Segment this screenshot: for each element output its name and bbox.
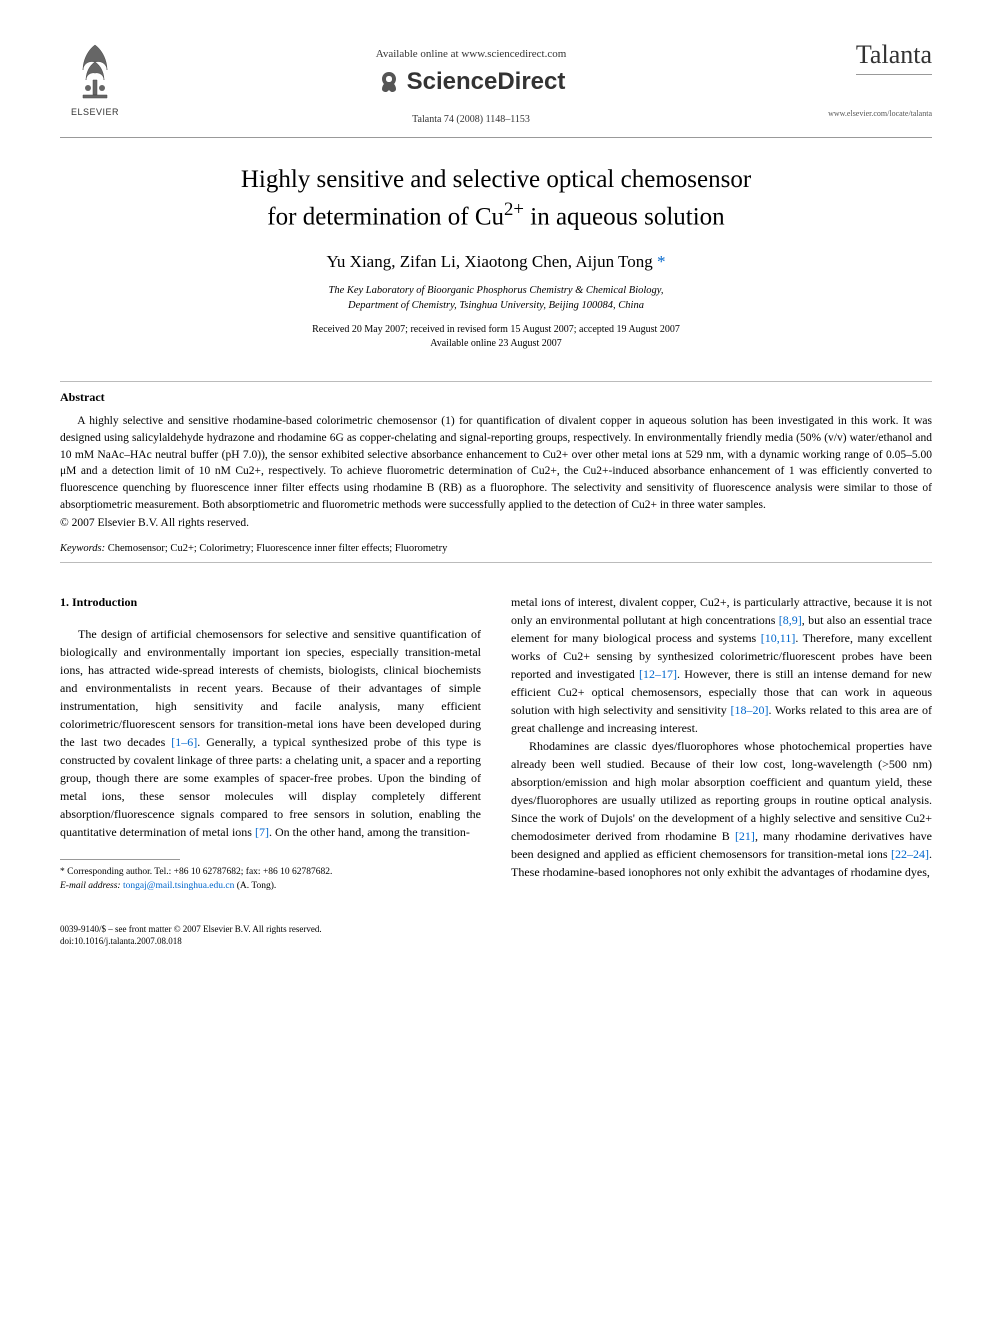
elsevier-tree-icon [68,40,123,105]
affiliation-line2: Department of Chemistry, Tsinghua Univer… [348,300,644,311]
footer-front-matter: 0039-9140/$ – see front matter © 2007 El… [60,923,932,936]
title-line2-pre: for determination of Cu [267,203,504,230]
header-row: ELSEVIER Available online at www.science… [60,40,932,125]
header-divider [60,137,932,138]
affiliation: The Key Laboratory of Bioorganic Phospho… [60,284,932,313]
journal-url: www.elsevier.com/locate/talanta [812,109,932,118]
email-address[interactable]: tongaj@mail.tsinghua.edu.cn [123,881,234,891]
available-online-text: Available online at www.sciencedirect.co… [130,48,812,60]
title-superscript: 2+ [504,199,524,220]
keywords-line: Keywords: Chemosensor; Cu2+; Colorimetry… [60,543,932,554]
ref-link-22-24[interactable]: [22–24] [891,847,929,861]
keywords-text: Chemosensor; Cu2+; Colorimetry; Fluoresc… [105,543,447,554]
ref-link-12-17[interactable]: [12–17] [639,667,677,681]
affiliation-line1: The Key Laboratory of Bioorganic Phospho… [328,285,663,296]
citation-line: Talanta 74 (2008) 1148–1153 [130,114,812,125]
ref-link-7[interactable]: [7] [255,825,269,839]
journal-name: Talanta [856,40,932,75]
left-column: 1. Introduction The design of artificial… [60,593,481,893]
dates-line1: Received 20 May 2007; received in revise… [312,324,680,335]
para-text: Rhodamines are classic dyes/fluorophores… [511,739,932,843]
footer-doi: doi:10.1016/j.talanta.2007.08.018 [60,935,932,948]
corresponding-mark: * [657,252,666,271]
center-header: Available online at www.sciencedirect.co… [130,40,812,125]
intro-para-1-right: metal ions of interest, divalent copper,… [511,593,932,737]
corresponding-author-note: * Corresponding author. Tel.: +86 10 627… [60,866,481,879]
para-text: The design of artificial chemosensors fo… [60,627,481,749]
journal-logo-block: Talanta www.elsevier.com/locate/talanta [812,40,932,118]
body-columns: 1. Introduction The design of artificial… [60,593,932,893]
ref-link-10-11[interactable]: [10,11] [761,631,796,645]
ref-link-21[interactable]: [21] [735,829,755,843]
abstract-text: A highly selective and sensitive rhodami… [60,413,932,513]
article-title: Highly sensitive and selective optical c… [60,163,932,234]
footnote-separator [60,859,180,860]
ref-link-8-9[interactable]: [8,9] [779,613,802,627]
sciencedirect-text: ScienceDirect [407,68,566,96]
article-dates: Received 20 May 2007; received in revise… [60,323,932,351]
email-line: E-mail address: tongaj@mail.tsinghua.edu… [60,880,481,893]
title-line2-post: in aqueous solution [524,203,725,230]
footnote-block: * Corresponding author. Tel.: +86 10 627… [60,866,481,893]
ref-link-1-6[interactable]: [1–6] [171,735,197,749]
ref-link-18-20[interactable]: [18–20] [730,703,768,717]
abstract-heading: Abstract [60,390,932,405]
elsevier-label: ELSEVIER [71,107,119,117]
right-column: metal ions of interest, divalent copper,… [511,593,932,893]
intro-para-1-left: The design of artificial chemosensors fo… [60,625,481,841]
para-text: . On the other hand, among the transitio… [269,825,470,839]
email-label: E-mail address: [60,881,121,891]
abstract-bottom-rule [60,562,932,563]
abstract-copyright: © 2007 Elsevier B.V. All rights reserved… [60,517,932,529]
footer-block: 0039-9140/$ – see front matter © 2007 El… [60,923,932,948]
para-text: . Generally, a typical synthesized probe… [60,735,481,839]
sciencedirect-logo: ScienceDirect [130,68,812,96]
section-1-heading: 1. Introduction [60,593,481,611]
authors-line: Yu Xiang, Zifan Li, Xiaotong Chen, Aijun… [60,252,932,272]
intro-para-2-right: Rhodamines are classic dyes/fluorophores… [511,737,932,881]
abstract-top-rule [60,381,932,382]
sciencedirect-icon [377,70,401,94]
elsevier-logo: ELSEVIER [60,40,130,117]
keywords-label: Keywords: [60,543,105,554]
title-line1: Highly sensitive and selective optical c… [241,166,751,193]
dates-line2: Available online 23 August 2007 [430,338,561,349]
email-author-name: (A. Tong). [237,881,277,891]
authors-list: Yu Xiang, Zifan Li, Xiaotong Chen, Aijun… [327,252,653,271]
